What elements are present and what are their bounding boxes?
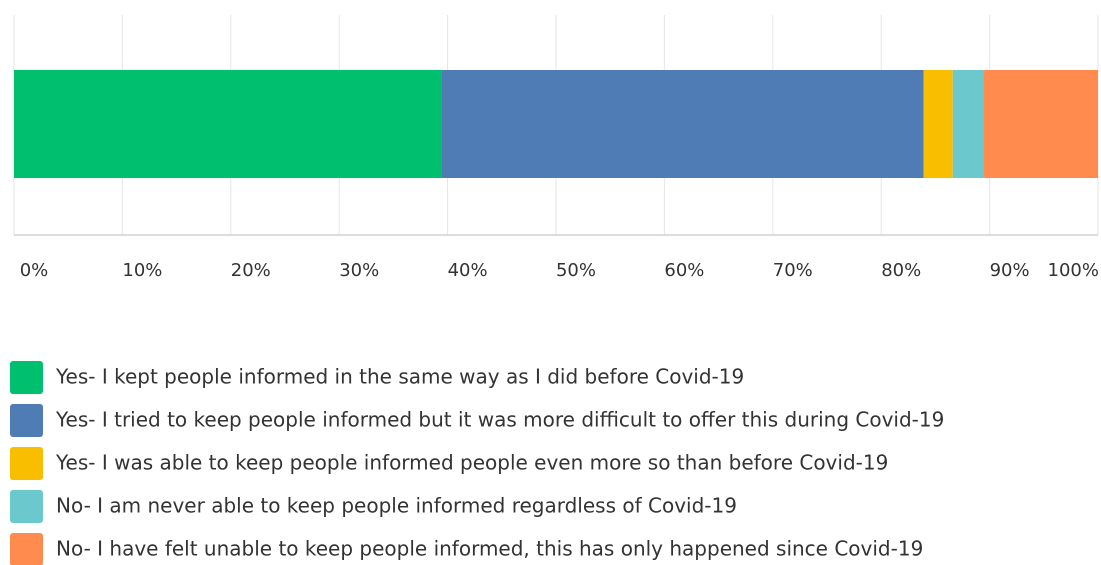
- x-tick-label: 30%: [339, 260, 379, 281]
- x-tick-label: 40%: [448, 260, 488, 281]
- x-tick-label: 50%: [556, 260, 596, 281]
- legend-label: Yes- I tried to keep people informed but…: [55, 408, 944, 432]
- x-tick-label: 20%: [231, 260, 271, 281]
- x-tick-label: 60%: [664, 260, 704, 281]
- legend-swatch: [10, 447, 43, 480]
- legend-label: No- I am never able to keep people infor…: [56, 494, 737, 518]
- bar-segment: [441, 70, 924, 178]
- x-tick-label: 100%: [1048, 260, 1099, 281]
- x-tick-label: 70%: [773, 260, 813, 281]
- legend-swatch: [10, 361, 43, 394]
- legend-swatch: [10, 533, 43, 565]
- x-tick-label: 80%: [881, 260, 921, 281]
- bar-segment: [923, 70, 953, 178]
- legend-label: No- I have felt unable to keep people in…: [56, 537, 923, 561]
- legend-swatch: [10, 490, 43, 523]
- legend-swatch: [10, 404, 43, 437]
- legend-label: Yes- I was able to keep people informed …: [55, 451, 888, 475]
- x-tick-label: 10%: [122, 260, 162, 281]
- bar-segment: [952, 70, 984, 178]
- x-tick-label: 0%: [20, 260, 49, 281]
- bar-segment: [983, 70, 1098, 178]
- x-tick-label: 90%: [990, 260, 1030, 281]
- bar-segment: [14, 70, 442, 178]
- legend-label: Yes- I kept people informed in the same …: [55, 365, 744, 389]
